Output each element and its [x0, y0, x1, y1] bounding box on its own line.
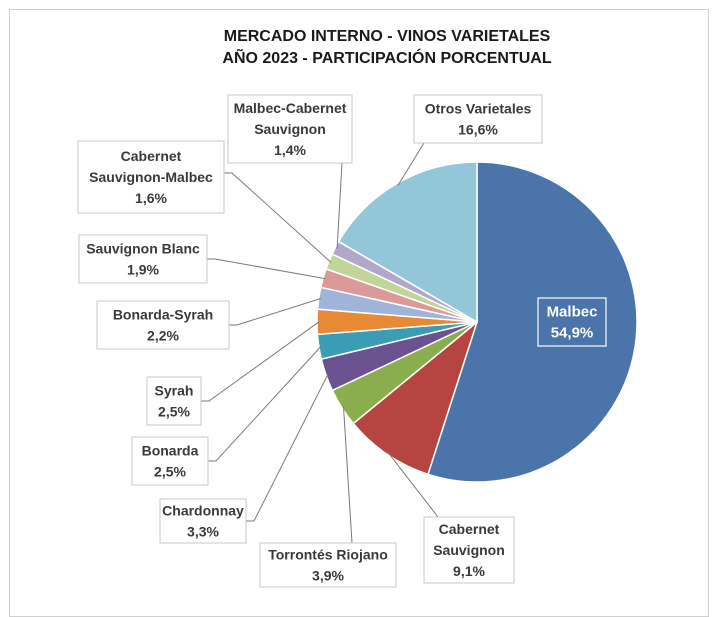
data-label-value-5: 2,5% — [158, 404, 190, 420]
data-label-name-4: Bonarda — [142, 443, 199, 459]
data-label-box-4 — [131, 436, 209, 486]
data-label-box-5 — [146, 376, 202, 426]
leader-line-9 — [336, 162, 343, 249]
data-label-value-10: 16,6% — [458, 122, 498, 138]
leader-line-10 — [397, 142, 425, 186]
data-label-value-2: 3,9% — [312, 568, 344, 584]
data-label-name-2: Torrontés Riojano — [268, 547, 388, 563]
leader-line-5 — [201, 321, 320, 402]
leader-line-3 — [246, 374, 329, 522]
data-label-value-0: 54,9% — [551, 325, 594, 342]
data-label-value-6: 2,2% — [147, 328, 179, 344]
leader-line-2 — [343, 406, 353, 544]
data-label-value-3: 3,3% — [187, 524, 219, 540]
leader-line-6 — [229, 298, 321, 326]
chart-area: MERCADO INTERNO - VINOS VARIETALES AÑO 2… — [9, 9, 709, 617]
data-label-name-8: Sauvignon-Malbec — [89, 169, 213, 185]
data-labels: Malbec 54,9% Cabernet Sauvignon 9,1% Torronté… — [77, 94, 607, 588]
data-label-box-3 — [159, 498, 247, 544]
data-label-name-10: Otros Varietales — [425, 101, 532, 117]
data-label-name-1: Cabernet — [439, 521, 500, 537]
data-label-box-1 — [423, 516, 515, 584]
data-label-box-2 — [259, 542, 397, 588]
data-label-box-7 — [78, 234, 208, 284]
data-label-name-9: Sauvignon — [254, 121, 326, 137]
data-label-name-9: Malbec-Cabernet — [234, 100, 347, 116]
data-label-box-10 — [413, 94, 543, 144]
leader-lines — [201, 142, 439, 544]
pie-slices — [316, 161, 638, 483]
data-label-name-6: Bonarda-Syrah — [113, 307, 213, 323]
pie-slice-1 — [352, 319, 479, 476]
data-label-box-6 — [96, 300, 230, 350]
data-label-value-7: 1,9% — [127, 262, 159, 278]
data-label-name-1: Sauvignon — [433, 542, 505, 558]
data-label-box-9 — [227, 94, 353, 164]
chart-title-line-2: AÑO 2023 - PARTICIPACIÓN PORCENTUAL — [222, 47, 551, 67]
leader-line-7 — [207, 258, 326, 280]
data-label-value-1: 9,1% — [453, 563, 485, 579]
data-label-value-9: 1,4% — [274, 142, 306, 158]
data-label-name-3: Chardonnay — [162, 503, 244, 519]
data-label-name-5: Syrah — [155, 383, 194, 399]
data-label-name-0: Malbec — [547, 304, 598, 321]
data-label-value-4: 2,5% — [154, 464, 186, 480]
pie-slice-0 — [427, 161, 638, 483]
leader-line-1 — [387, 452, 439, 518]
data-label-value-8: 1,6% — [135, 190, 167, 206]
data-label-box-0 — [537, 297, 607, 347]
data-label-name-7: Sauvignon Blanc — [86, 241, 200, 257]
chart-title-line-1: MERCADO INTERNO - VINOS VARIETALES — [224, 28, 551, 45]
pie-chart: MERCADO INTERNO - VINOS VARIETALES AÑO 2… — [77, 28, 638, 588]
leader-line-4 — [208, 346, 322, 462]
data-label-box-8 — [77, 140, 225, 214]
pie-slice-10 — [337, 161, 478, 324]
data-label-name-8: Cabernet — [121, 148, 182, 164]
leader-line-8 — [224, 172, 332, 263]
